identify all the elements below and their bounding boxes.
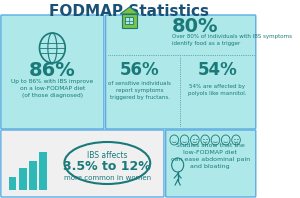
Circle shape (211, 135, 220, 145)
Circle shape (221, 135, 230, 145)
Polygon shape (120, 7, 139, 14)
FancyBboxPatch shape (1, 15, 104, 129)
Text: FODMAP Statistics: FODMAP Statistics (49, 4, 209, 18)
FancyBboxPatch shape (125, 17, 133, 24)
Text: Studies show that the
low-FODMAP diet
can ease abdominal pain
and bloating: Studies show that the low-FODMAP diet ca… (171, 143, 250, 169)
FancyBboxPatch shape (122, 14, 137, 28)
Circle shape (180, 135, 189, 145)
Text: 56%: 56% (120, 61, 160, 79)
FancyBboxPatch shape (40, 152, 47, 190)
Text: 86%: 86% (29, 61, 76, 80)
Text: 3.5% to 12%: 3.5% to 12% (63, 160, 151, 172)
FancyBboxPatch shape (166, 130, 256, 197)
FancyBboxPatch shape (9, 176, 16, 190)
Circle shape (170, 135, 178, 145)
Circle shape (190, 135, 199, 145)
FancyBboxPatch shape (29, 161, 37, 190)
Text: 80%: 80% (172, 16, 218, 35)
Text: 54% are affected by
polyols like mannitol.: 54% are affected by polyols like mannito… (188, 84, 246, 96)
Text: Over 80% of individuals with IBS symptoms
identify food as a trigger: Over 80% of individuals with IBS symptom… (172, 34, 292, 46)
Text: Up to 86% with IBS improve
on a low-FODMAP diet
(of those diagnosed): Up to 86% with IBS improve on a low-FODM… (11, 78, 94, 97)
FancyBboxPatch shape (106, 15, 256, 129)
FancyBboxPatch shape (1, 130, 164, 197)
Text: more common in women: more common in women (64, 175, 151, 181)
FancyBboxPatch shape (19, 168, 27, 190)
Text: of sensitive individuals
report symptoms
triggered by fructans.: of sensitive individuals report symptoms… (109, 81, 171, 100)
Circle shape (172, 158, 184, 172)
Text: IBS affects: IBS affects (87, 151, 128, 161)
Text: 54%: 54% (197, 61, 237, 79)
Circle shape (232, 135, 240, 145)
Circle shape (201, 135, 209, 145)
